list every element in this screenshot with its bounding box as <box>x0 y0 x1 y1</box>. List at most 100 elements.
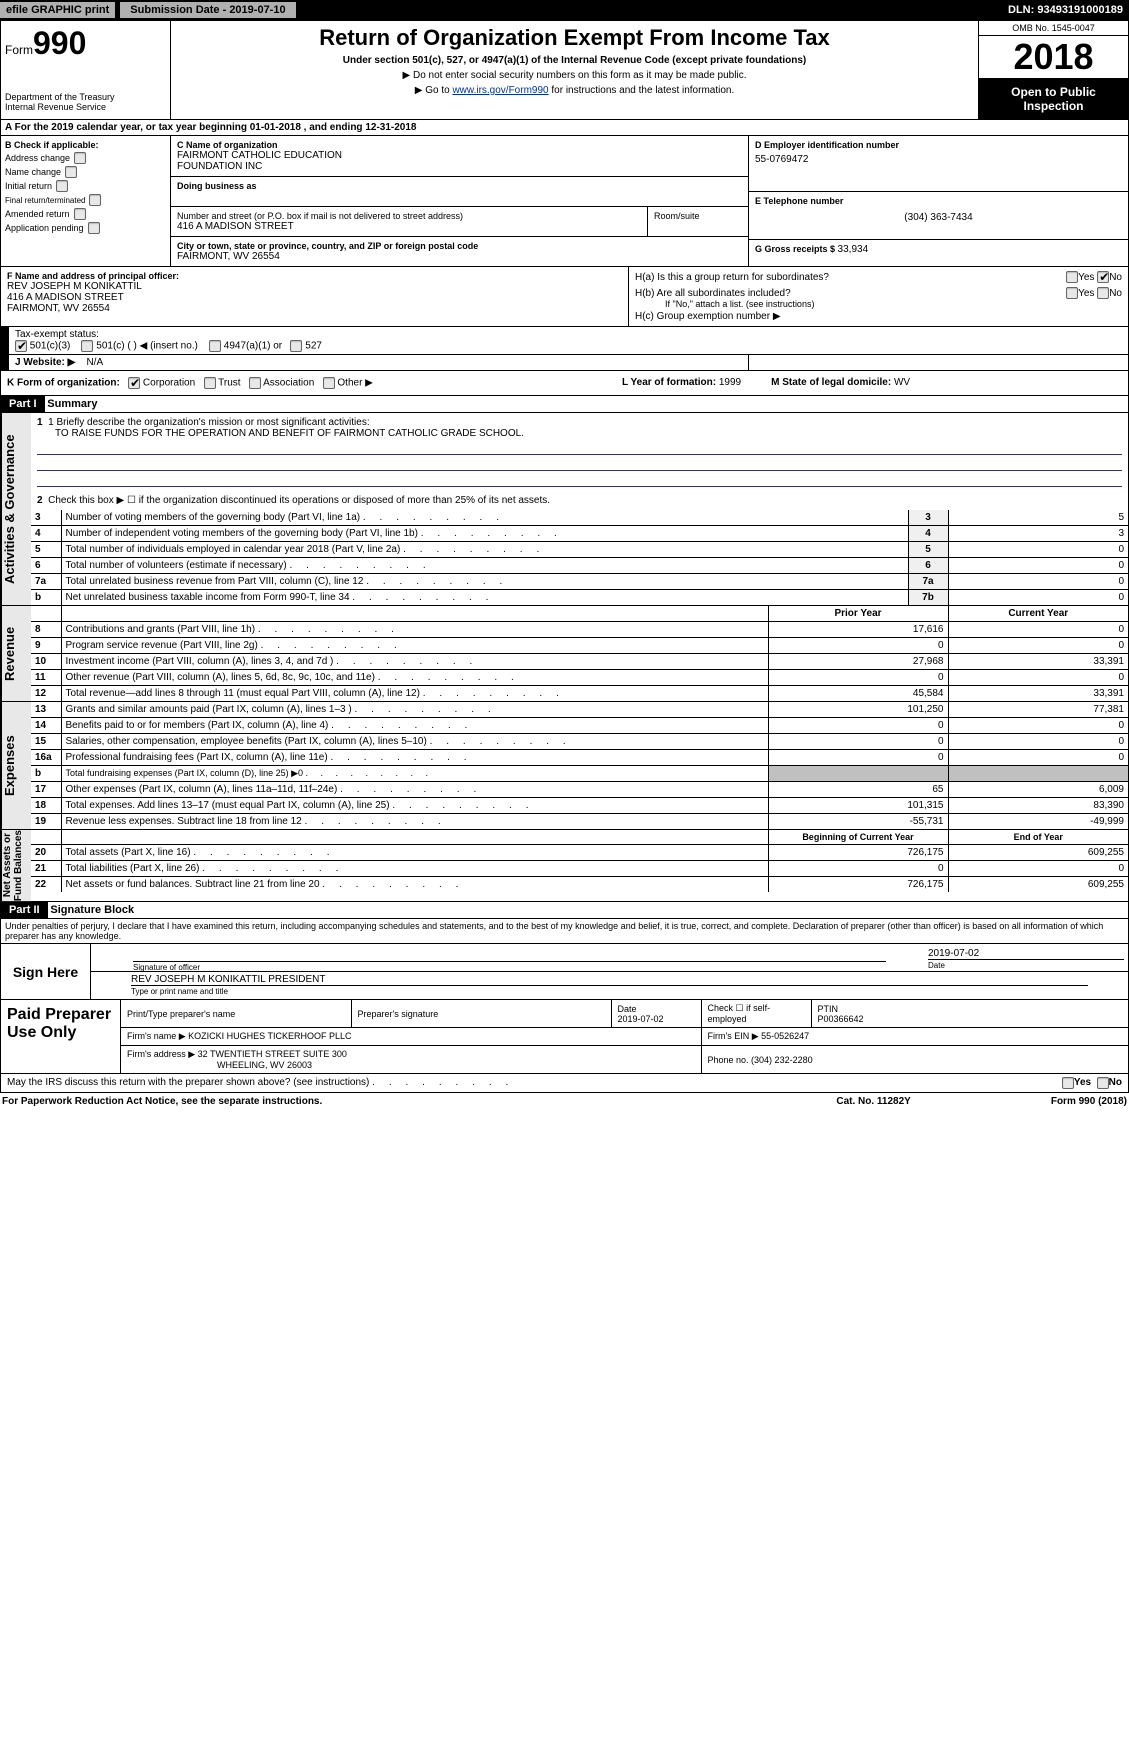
dept-treasury: Department of the Treasury Internal Reve… <box>5 92 166 112</box>
sign-here-label: Sign Here <box>1 944 91 999</box>
city-state-zip: FAIRMONT, WV 26554 <box>177 251 742 262</box>
row-j-website: J Website: ▶ N/A <box>0 355 1129 371</box>
preparer-name-label: Print/Type preparer's name <box>121 1000 351 1028</box>
check-initial-return[interactable]: Initial return <box>5 180 166 192</box>
gross-receipts-label: G Gross receipts $ <box>755 244 838 254</box>
row-f-officer: F Name and address of principal officer:… <box>0 267 1129 327</box>
discuss-row: May the IRS discuss this return with the… <box>0 1074 1129 1093</box>
table-row: 7aTotal unrelated business revenue from … <box>31 574 1128 590</box>
net-assets-table: Beginning of Current YearEnd of Year20To… <box>31 830 1128 892</box>
check-amended-return[interactable]: Amended return <box>5 208 166 220</box>
firm-ein-label: Firm's EIN ▶ <box>708 1031 762 1041</box>
footer-right: Form 990 (2018) <box>1051 1096 1127 1107</box>
omb-number: OMB No. 1545-0047 <box>979 21 1128 36</box>
check-application-pending[interactable]: Application pending <box>5 222 166 234</box>
open-inspection: Open to Public Inspection <box>979 79 1128 119</box>
discuss-text: May the IRS discuss this return with the… <box>7 1077 1062 1089</box>
sig-date: 2019-07-02 <box>928 948 1124 960</box>
irs-link[interactable]: www.irs.gov/Form990 <box>452 85 548 96</box>
col-d-identifiers: D Employer identification number 55-0769… <box>748 136 1128 266</box>
check-4947[interactable] <box>209 340 221 352</box>
part1-header: Part I <box>1 396 45 412</box>
table-row: 8Contributions and grants (Part VIII, li… <box>31 622 1128 638</box>
check-527[interactable] <box>290 340 302 352</box>
org-name-label: C Name of organization <box>177 140 742 150</box>
revenue-table: Prior YearCurrent Year8Contributions and… <box>31 606 1128 701</box>
check-trust[interactable] <box>204 377 216 389</box>
line1-label: 1 Briefly describe the organization's mi… <box>48 417 370 428</box>
year-formation-value: 1999 <box>719 377 741 388</box>
hc-label: H(c) Group exemption number ▶ <box>635 311 1122 322</box>
table-row: 17Other expenses (Part IX, column (A), l… <box>31 782 1128 798</box>
firm-name: KOZICKI HUGHES TICKERHOOF PLLC <box>188 1031 351 1041</box>
officer-label: F Name and address of principal officer: <box>7 271 622 281</box>
perjury-statement: Under penalties of perjury, I declare th… <box>1 919 1128 943</box>
ein-label: D Employer identification number <box>755 140 1122 150</box>
table-row: 11Other revenue (Part VIII, column (A), … <box>31 670 1128 686</box>
table-row: 9Program service revenue (Part VIII, lin… <box>31 638 1128 654</box>
sig-date-label: Date <box>928 961 945 970</box>
col-b-checkboxes: B Check if applicable: Address change Na… <box>1 136 171 266</box>
discuss-yes[interactable] <box>1062 1077 1074 1089</box>
expenses-table: 13Grants and similar amounts paid (Part … <box>31 702 1128 829</box>
line2-text: Check this box ▶ ☐ if the organization d… <box>48 495 550 506</box>
firm-address2: WHEELING, WV 26003 <box>127 1060 312 1070</box>
tax-year: 2018 <box>979 36 1128 79</box>
officer-street: 416 A MADISON STREET <box>7 292 622 303</box>
officer-printed-name: REV JOSEPH M KONIKATTIL PRESIDENT <box>131 974 1088 986</box>
row-a-calendar-year: A For the 2019 calendar year, or tax yea… <box>0 120 1129 136</box>
table-row: 12Total revenue—add lines 8 through 11 (… <box>31 686 1128 702</box>
form-number: 990 <box>33 25 86 61</box>
firm-name-label: Firm's name ▶ <box>127 1031 188 1041</box>
efile-label: efile GRAPHIC print <box>0 2 115 18</box>
check-501c[interactable] <box>81 340 93 352</box>
ha-label: H(a) Is this a group return for subordin… <box>635 272 1066 283</box>
form-word: Form <box>5 43 33 57</box>
street-address: 416 A MADISON STREET <box>177 221 641 232</box>
firm-address: 32 TWENTIETH STREET SUITE 300 <box>198 1049 347 1059</box>
section-expenses: Expenses 13Grants and similar amounts pa… <box>0 702 1129 830</box>
mission-text: TO RAISE FUNDS FOR THE OPERATION AND BEN… <box>37 428 1122 439</box>
check-name-change[interactable]: Name change <box>5 166 166 178</box>
check-final-return[interactable]: Final return/terminated <box>5 194 166 206</box>
table-row: 20Total assets (Part X, line 16)726,1756… <box>31 845 1128 861</box>
officer-name: REV JOSEPH M KONIKATTIL <box>7 281 622 292</box>
block-bcd: B Check if applicable: Address change Na… <box>0 136 1129 267</box>
check-corporation[interactable] <box>128 377 140 389</box>
firm-phone: (304) 232-2280 <box>751 1055 813 1065</box>
table-row: 13Grants and similar amounts paid (Part … <box>31 702 1128 718</box>
section-governance: Activities & Governance 1 1 Briefly desc… <box>0 413 1129 606</box>
check-501c3[interactable] <box>15 340 27 352</box>
check-association[interactable] <box>249 377 261 389</box>
form-org-label: K Form of organization: <box>7 378 120 389</box>
preparer-sig-label: Preparer's signature <box>351 1000 611 1028</box>
phone-value: (304) 363-7434 <box>755 212 1122 223</box>
table-row: 19Revenue less expenses. Subtract line 1… <box>31 814 1128 830</box>
table-row: 10Investment income (Part VIII, column (… <box>31 654 1128 670</box>
gross-receipts-value: 33,934 <box>838 244 869 255</box>
check-address-change[interactable]: Address change <box>5 152 166 164</box>
dln: DLN: 93493191000189 <box>1008 4 1129 16</box>
submission-date: Submission Date - 2019-07-10 <box>119 1 296 19</box>
officer-city: FAIRMONT, WV 26554 <box>7 303 622 314</box>
table-row: 6Total number of volunteers (estimate if… <box>31 558 1128 574</box>
footer-left: For Paperwork Reduction Act Notice, see … <box>2 1096 836 1107</box>
state-domicile-label: M State of legal domicile: <box>771 377 894 388</box>
prep-date-value: 2019-07-02 <box>618 1014 664 1024</box>
discuss-no[interactable] <box>1097 1077 1109 1089</box>
governance-table: 3Number of voting members of the governi… <box>31 510 1128 605</box>
prep-date-label: Date <box>618 1004 637 1014</box>
firm-ein: 55-0526247 <box>761 1031 809 1041</box>
self-employed-check[interactable]: Check ☐ if self-employed <box>701 1000 811 1028</box>
city-label: City or town, state or province, country… <box>177 241 742 251</box>
table-row: bNet unrelated business taxable income f… <box>31 590 1128 606</box>
check-other[interactable] <box>323 377 335 389</box>
subtitle-2: ▶ Do not enter social security numbers o… <box>179 70 970 81</box>
section-net-assets: Net Assets or Fund Balances Beginning of… <box>0 830 1129 902</box>
sig-officer-label: Signature of officer <box>133 963 200 972</box>
top-bar: efile GRAPHIC print Submission Date - 20… <box>0 0 1129 20</box>
website-value: N/A <box>86 357 103 368</box>
table-row: 14Benefits paid to or for members (Part … <box>31 718 1128 734</box>
signature-block: Under penalties of perjury, I declare th… <box>0 919 1129 1000</box>
printed-name-label: Type or print name and title <box>131 987 228 996</box>
